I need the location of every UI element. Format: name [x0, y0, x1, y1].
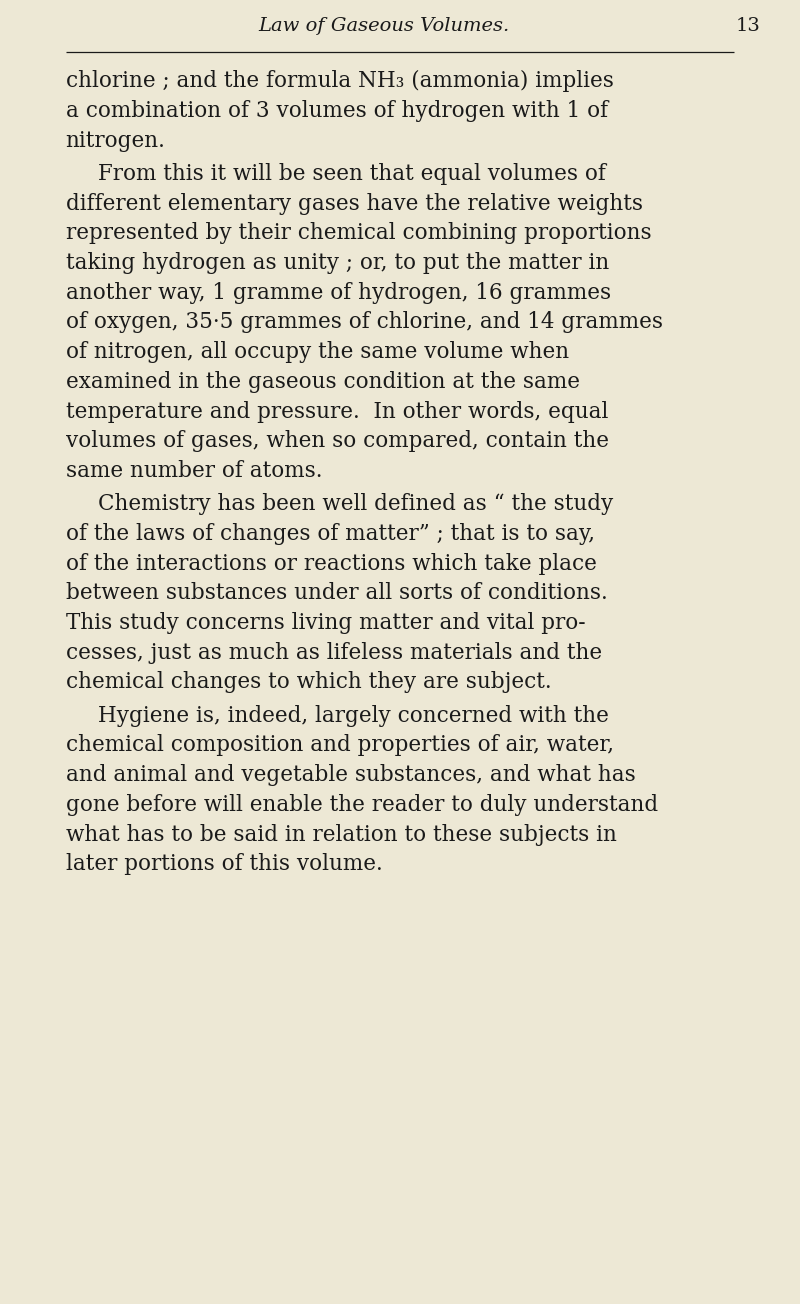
Text: Chemistry has been well defined as “ the study: Chemistry has been well defined as “ the…	[98, 493, 613, 515]
Text: later portions of this volume.: later portions of this volume.	[66, 853, 382, 875]
Text: taking hydrogen as unity ; or, to put the matter in: taking hydrogen as unity ; or, to put th…	[66, 252, 609, 274]
Text: represented by their chemical combining proportions: represented by their chemical combining …	[66, 222, 651, 244]
Text: gone before will enable the reader to duly understand: gone before will enable the reader to du…	[66, 794, 658, 816]
Text: of the interactions or reactions which take place: of the interactions or reactions which t…	[66, 553, 597, 575]
Text: volumes of gases, when so compared, contain the: volumes of gases, when so compared, cont…	[66, 430, 609, 452]
Text: and animal and vegetable substances, and what has: and animal and vegetable substances, and…	[66, 764, 635, 786]
Text: chemical composition and properties of air, water,: chemical composition and properties of a…	[66, 734, 614, 756]
Text: what has to be said in relation to these subjects in: what has to be said in relation to these…	[66, 824, 617, 845]
Text: of nitrogen, all occupy the same volume when: of nitrogen, all occupy the same volume …	[66, 342, 569, 363]
Text: nitrogen.: nitrogen.	[66, 129, 166, 151]
Text: of the laws of changes of matter” ; that is to say,: of the laws of changes of matter” ; that…	[66, 523, 594, 545]
Text: between substances under all sorts of conditions.: between substances under all sorts of co…	[66, 583, 607, 604]
Text: From this it will be seen that equal volumes of: From this it will be seen that equal vol…	[98, 163, 606, 185]
Text: of oxygen, 35·5 grammes of chlorine, and 14 grammes: of oxygen, 35·5 grammes of chlorine, and…	[66, 312, 662, 334]
Text: Hygiene is, indeed, largely concerned with the: Hygiene is, indeed, largely concerned wi…	[98, 704, 609, 726]
Text: Law of Gaseous Volumes.: Law of Gaseous Volumes.	[258, 17, 510, 35]
Text: temperature and pressure.  In other words, equal: temperature and pressure. In other words…	[66, 400, 608, 422]
Text: chemical changes to which they are subject.: chemical changes to which they are subje…	[66, 672, 551, 694]
Text: chlorine ; and the formula NH₃ (ammonia) implies: chlorine ; and the formula NH₃ (ammonia)…	[66, 70, 614, 93]
Text: This study concerns living matter and vital pro-: This study concerns living matter and vi…	[66, 612, 586, 634]
Text: examined in the gaseous condition at the same: examined in the gaseous condition at the…	[66, 370, 579, 393]
Text: 13: 13	[735, 17, 761, 35]
Text: cesses, just as much as lifeless materials and the: cesses, just as much as lifeless materia…	[66, 642, 602, 664]
Text: another way, 1 gramme of hydrogen, 16 grammes: another way, 1 gramme of hydrogen, 16 gr…	[66, 282, 610, 304]
Text: a combination of 3 volumes of hydrogen with 1 of: a combination of 3 volumes of hydrogen w…	[66, 100, 608, 121]
Text: different elementary gases have the relative weights: different elementary gases have the rela…	[66, 193, 642, 215]
Text: same number of atoms.: same number of atoms.	[66, 460, 322, 482]
